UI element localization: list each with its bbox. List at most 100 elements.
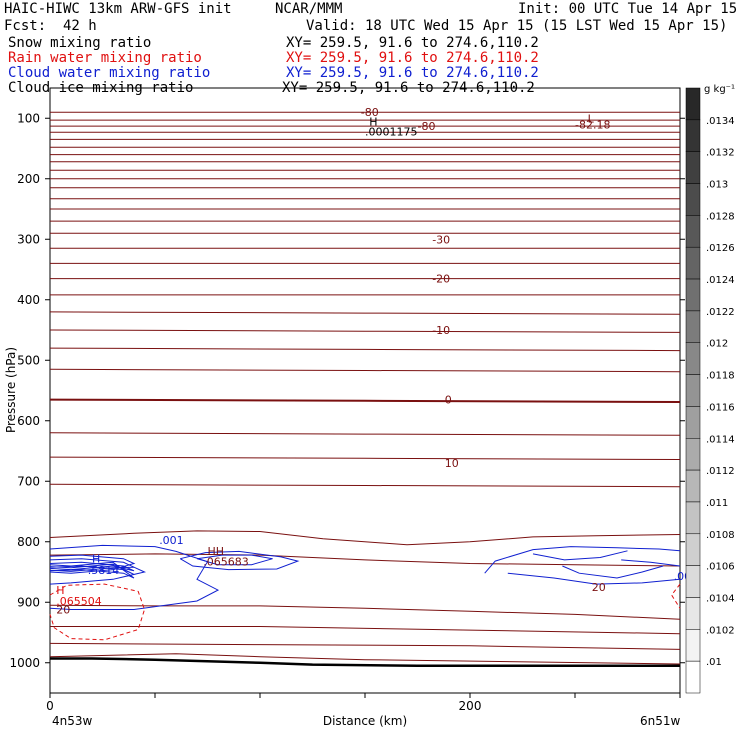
colorbar-level-label: .01	[706, 657, 722, 668]
temperature-label: 0	[445, 394, 452, 407]
org-label: NCAR/MMM	[275, 1, 343, 17]
colorbar-swatch	[685, 342, 701, 375]
legend-snow-xy: XY= 259.5, 91.6 to 274.6,110.2	[286, 35, 539, 51]
isotherm-line	[50, 626, 681, 635]
colorbar-level-label: .0122	[706, 307, 735, 318]
colorbar-swatch	[685, 565, 701, 598]
colorbar-swatch	[685, 278, 701, 312]
colorbar-swatch	[685, 183, 701, 216]
legend-rain-xy: XY= 259.5, 91.6 to 274.6,110.2	[286, 50, 539, 66]
colorbar-swatch	[685, 629, 701, 662]
colorbar-swatch	[685, 151, 701, 184]
y-tick-label: 500	[17, 353, 40, 367]
colorbar-level-label: .0112	[706, 466, 735, 477]
y-axis-title: Pressure (hPa)	[4, 347, 18, 433]
colorbar-level-label: .0106	[706, 562, 735, 573]
temperature-contours	[49, 111, 681, 665]
cloud-water-contour	[49, 544, 220, 610]
rain-water-contours	[49, 583, 681, 641]
colorbar-level-label: .011	[706, 498, 728, 509]
isotherm-line	[49, 653, 681, 665]
y-tick-label: 800	[17, 535, 40, 549]
colorbar-swatch	[685, 87, 701, 121]
temperature-label: -10	[432, 324, 450, 337]
temperature-label: -30	[432, 233, 450, 246]
isotherm-line	[49, 456, 681, 460]
isotherm-line	[49, 553, 681, 567]
y-tick-label: 900	[17, 595, 40, 609]
cloud-water-contour	[196, 554, 273, 566]
colorbar-swatch	[685, 469, 701, 503]
colorbar-unit: g kg⁻¹	[704, 84, 735, 95]
x-axis-title: Distance (km)	[323, 714, 407, 728]
forecast-hour: 42 h	[63, 18, 97, 34]
cloud-water-contour	[49, 566, 147, 585]
colorbar-level-label: .0118	[706, 371, 735, 382]
colorbar-swatch	[685, 310, 701, 343]
colorbar-level-label: .0128	[706, 211, 735, 222]
colorbar-swatch	[685, 215, 701, 248]
isotherm-line	[49, 311, 681, 315]
colorbar-swatch	[685, 119, 701, 152]
colorbar-level-label: .0102	[706, 625, 735, 636]
isotherm-line	[49, 530, 681, 546]
legend-cloudwater-name: Cloud water mixing ratio	[8, 65, 211, 81]
temperature-label: -80	[418, 120, 436, 133]
temperature-label: -20	[432, 273, 450, 286]
isotherm-line	[49, 398, 681, 403]
y-tick-label: 100	[17, 111, 40, 125]
init-time: Init: 00 UTC Tue 14 Apr 15	[518, 1, 738, 17]
colorbar-level-label: .0104	[706, 593, 735, 604]
rain-water-contour	[49, 583, 146, 641]
colorbar-level-label: .0114	[706, 434, 735, 445]
cloud-water-contour	[49, 554, 136, 574]
cloud-water-contour	[507, 572, 681, 585]
contour-labels: -80-80 -82.18-30-20-1001020H.0001175LH.58…	[56, 106, 698, 616]
x-tick-label: 200	[459, 699, 482, 713]
colorbar-swatch	[685, 438, 701, 471]
colorbar-level-label: .0108	[706, 530, 735, 541]
temperature-label: -80	[361, 106, 379, 119]
x-axis: 0 200	[46, 693, 681, 713]
isotherm-line	[49, 604, 681, 620]
y-tick-label: 1000	[9, 656, 40, 670]
temperature-label: 10	[445, 457, 459, 470]
extremum-label: H	[369, 115, 377, 128]
extremum-label: .5814	[88, 564, 120, 577]
legend-snow-name: Snow mixing ratio	[8, 35, 152, 51]
extremum-label: .065504	[56, 595, 102, 608]
temperature-label: 20	[592, 581, 606, 594]
isotherm-line	[49, 347, 681, 352]
y-tick-label: 300	[17, 232, 40, 246]
forecast-label: Fcst:	[4, 18, 47, 34]
colorbar-swatch	[685, 660, 701, 694]
ground-surface	[50, 657, 680, 668]
x-start-location: 4n53w	[52, 714, 93, 728]
colorbar-level-label: .012	[706, 339, 728, 350]
colorbar-level-label: .013	[706, 180, 728, 191]
extremum-label: HH	[208, 545, 225, 558]
colorbar-swatch	[685, 246, 701, 280]
cloud-water-contour	[49, 561, 135, 579]
y-tick-label: 400	[17, 293, 40, 307]
colorbar-level-label: .0134	[706, 116, 735, 127]
colorbar-swatch	[685, 374, 701, 407]
x-end-location: 6n51w	[640, 714, 681, 728]
isotherm-line	[49, 642, 681, 650]
extremum-label: .0001175	[365, 126, 418, 139]
isotherm-line	[49, 368, 681, 373]
extremum-label: 20	[56, 604, 70, 617]
colorbar-level-label: .0116	[706, 402, 735, 413]
colorbar-level-label: .0132	[706, 148, 735, 159]
cloud-water-contours	[49, 544, 681, 610]
colorbar-swatch	[685, 533, 701, 566]
extremum-label: .065683	[203, 556, 249, 569]
isotherm-line	[49, 432, 681, 436]
legend-cloudwater-xy: XY= 259.5, 91.6 to 274.6,110.2	[286, 65, 539, 81]
colorbar-level-label: .0126	[706, 243, 735, 254]
cloud-water-contour	[562, 565, 664, 579]
isotherm-line	[49, 329, 681, 333]
colorbar: .0134 .0132 .013 .0128 .0126 .0124 .0122 .012 .0…	[685, 87, 735, 694]
